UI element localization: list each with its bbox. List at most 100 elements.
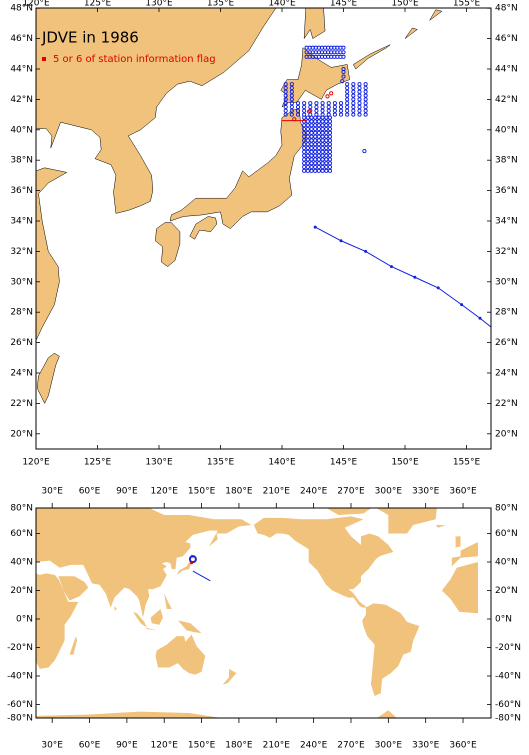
landmass: [58, 576, 89, 601]
station-marker: [289, 108, 294, 113]
station-marker: [327, 153, 333, 158]
landmass: [36, 508, 252, 618]
station-marker: [313, 161, 318, 166]
station-marker: [340, 79, 345, 84]
y-tick-label: -20°N: [7, 643, 33, 653]
landmass: [133, 611, 147, 628]
station-marker: [305, 149, 310, 154]
station-marker: [289, 104, 294, 110]
y-tick-label: 60°N: [495, 529, 518, 539]
station-marker: [283, 101, 288, 106]
x-tick-label: 90°E: [116, 741, 138, 751]
y-tick-label: 34°N: [495, 217, 518, 227]
station-marker: [326, 101, 331, 106]
y-tick-label: 40°N: [10, 125, 33, 135]
station-marker: [316, 149, 321, 154]
x-tick-label: 60°E: [79, 487, 101, 497]
station-marker: [302, 153, 307, 158]
station-marker: [478, 316, 482, 320]
station-marker: [389, 265, 393, 269]
station-marker: [364, 249, 368, 253]
station-marker: [289, 85, 294, 91]
y-tick-label: 48°N: [10, 4, 33, 14]
station-marker: [283, 104, 288, 110]
station-marker: [309, 130, 314, 135]
station-marker: [289, 112, 294, 117]
station-marker: [320, 134, 325, 139]
station-marker: [351, 97, 356, 102]
station-marker: [283, 82, 288, 87]
station-marker: [313, 130, 318, 135]
station-marker: [305, 168, 310, 173]
y-tick-label: 42°N: [10, 95, 33, 105]
station-marker: [345, 85, 350, 91]
landmass: [177, 620, 202, 634]
station-marker: [313, 168, 318, 173]
station-marker: [302, 164, 307, 170]
station-marker: [308, 104, 313, 110]
station-marker: [305, 161, 310, 166]
station-marker: [302, 161, 307, 166]
station-marker: [320, 138, 325, 143]
station-marker: [302, 104, 307, 110]
station-marker: [316, 130, 321, 135]
x-tick-label: 210°E: [263, 487, 291, 497]
station-marker: [324, 142, 329, 147]
station-marker: [324, 149, 329, 154]
x-tick-label: 60°E: [79, 741, 101, 751]
y-tick-label: 80°N: [495, 504, 518, 514]
station-marker: [309, 164, 314, 170]
station-marker: [316, 153, 321, 158]
x-tick-label: 150°E: [391, 458, 419, 468]
station-marker: [351, 85, 356, 91]
station-marker: [316, 123, 321, 128]
station-marker: [309, 149, 314, 154]
station-marker: [339, 239, 343, 243]
station-marker: [289, 82, 294, 87]
x-tick-label: 210°E: [263, 741, 291, 751]
y-tick-label: 60°N: [10, 529, 33, 539]
station-marker: [309, 161, 314, 166]
station-marker: [327, 149, 333, 154]
landmass: [145, 627, 157, 631]
map-frame: [35, 7, 492, 450]
station-marker: [302, 130, 307, 135]
station-marker: [413, 275, 417, 279]
landmass: [353, 44, 391, 70]
y-tick-label: 80°N: [10, 504, 33, 514]
x-tick-label: 90°E: [116, 487, 138, 497]
station-marker: [313, 153, 318, 158]
landmass: [36, 710, 397, 718]
station-marker: [327, 164, 333, 170]
x-tick-label: 30°E: [41, 741, 63, 751]
x-tick-label: 125°E: [84, 458, 112, 468]
station-marker: [351, 101, 356, 106]
station-marker: [316, 145, 321, 151]
x-tick-label: 150°E: [188, 487, 216, 497]
station-marker: [302, 126, 307, 132]
landmass: [189, 216, 218, 240]
y-tick-label: 42°N: [495, 95, 518, 105]
x-tick-label: 150°E: [188, 741, 216, 751]
y-tick-label: -20°N: [495, 643, 521, 653]
x-tick-label: 330°E: [412, 741, 440, 751]
station-marker: [283, 93, 288, 98]
x-tick-label: 130°E: [145, 0, 173, 9]
landmass: [404, 27, 418, 39]
station-marker: [283, 85, 288, 91]
station-marker: [305, 126, 310, 132]
station-marker: [305, 134, 310, 139]
station-marker: [309, 145, 314, 151]
y-tick-label: 20°N: [10, 429, 33, 439]
station-marker: [327, 157, 333, 162]
station-marker: [320, 101, 325, 106]
x-tick-label: 240°E: [300, 487, 328, 497]
station-marker: [302, 157, 307, 162]
station-marker: [316, 164, 321, 170]
x-tick-label: 120°E: [22, 458, 50, 468]
station-marker: [320, 157, 325, 162]
y-tick-label: 30°N: [495, 277, 518, 287]
landmass: [150, 609, 163, 625]
station-marker: [313, 225, 317, 229]
